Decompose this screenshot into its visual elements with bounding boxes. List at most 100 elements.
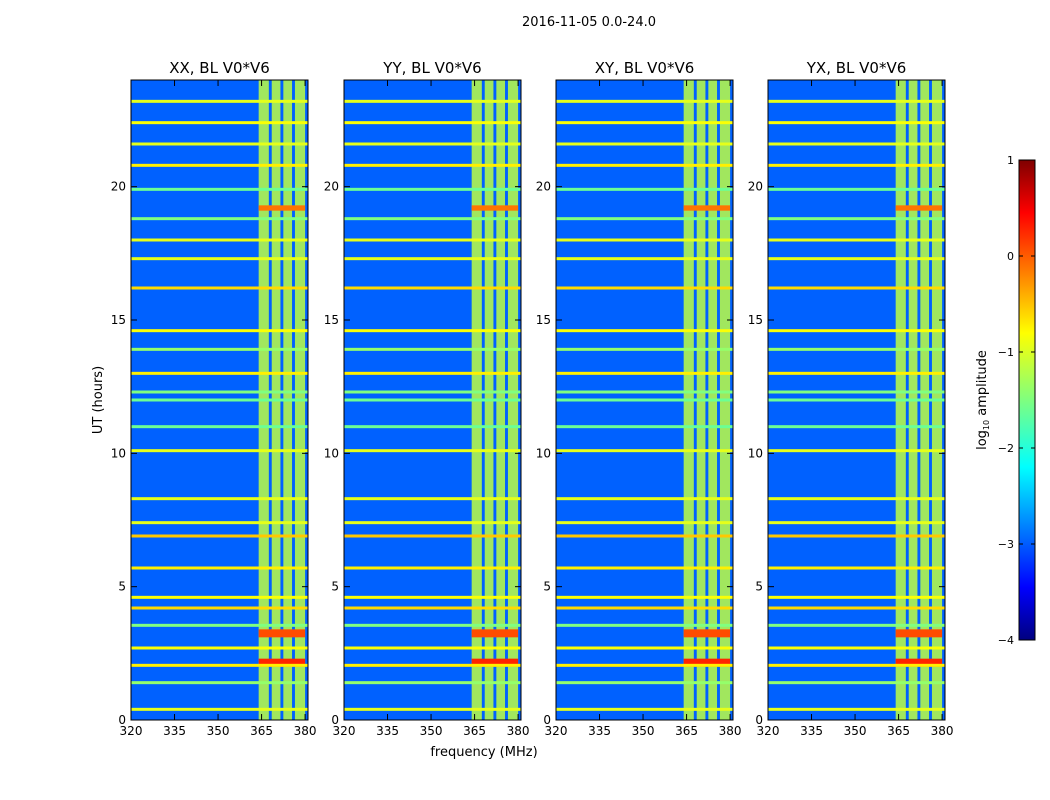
y-tick-label: 10 [536,446,551,460]
colorbar-label-tail: amplitude [975,350,990,420]
hot-spot [683,658,731,667]
y-tick-label: 20 [536,180,551,194]
rfi-time-line [556,566,733,570]
rfi-time-line [131,99,308,103]
colorbar-label-main: log [975,430,990,450]
rfi-time-line [556,681,733,685]
rfi-time-line [131,425,308,429]
colorbar-tick-label: −2 [998,442,1014,455]
rfi-time-line [768,329,945,333]
rfi-time-line [344,187,521,191]
hot-spot [258,629,306,638]
rfi-time-line [768,663,945,667]
x-tick-label: 335 [800,724,823,738]
x-tick-label: 365 [463,724,486,738]
y-tick-label: 0 [755,713,763,727]
rfi-time-line [344,497,521,501]
colorbar-label-sub: 10 [982,420,991,430]
rfi-time-line [556,371,733,375]
rfi-time-line [768,99,945,103]
colorbar: 10−1−2−3−4 log10 amplitude [975,154,1036,647]
rfi-time-line [768,238,945,242]
rfi-time-line [131,257,308,261]
rfi-time-line [131,566,308,570]
rfi-time-line [768,390,945,394]
rfi-time-line [344,163,521,167]
y-tick-label: 15 [536,313,551,327]
rfi-time-line [344,681,521,685]
rfi-time-line [556,449,733,453]
rfi-time-line [768,217,945,221]
x-tick-label: 335 [163,724,186,738]
rfi-time-line [344,390,521,394]
hot-spot [683,629,731,638]
rfi-time-line [131,681,308,685]
rfi-time-line [131,449,308,453]
y-tick-label: 20 [111,180,126,194]
y-tick-label: 15 [111,313,126,327]
panel-frame [555,79,734,721]
rfi-time-line [556,99,733,103]
rfi-time-line [768,595,945,599]
rfi-time-line [556,286,733,290]
rfi-time-line [131,286,308,290]
rfi-time-line [768,347,945,351]
panel-1: XX, BL V0*V6 320 335 350 365 380 0 5 10 15 20 [111,59,317,738]
rfi-time-line [556,595,733,599]
hot-spot [895,629,943,638]
rfi-time-line [131,329,308,333]
x-tick-label: 350 [207,724,230,738]
rfi-time-line [131,398,308,402]
rfi-time-line [131,623,308,627]
rfi-time-line [556,257,733,261]
rfi-time-line [768,566,945,570]
rfi-time-line [131,371,308,375]
figure-title: 2016-11-05 0.0-24.0 [522,15,656,30]
colorbar-tick-label: 0 [1007,250,1014,263]
rfi-time-line [768,646,945,650]
rfi-time-line [768,449,945,453]
rfi-time-line [131,663,308,667]
panel-heatmap [131,80,308,720]
rfi-time-line [768,398,945,402]
rfi-time-line [556,534,733,538]
panel-heatmap [768,80,945,720]
panel-heatmap [556,80,733,720]
rfi-time-line [344,521,521,525]
rfi-time-line [344,623,521,627]
rfi-time-line [768,497,945,501]
rfi-time-line [768,163,945,167]
rfi-time-line [344,566,521,570]
rfi-time-line [131,606,308,610]
colorbar-tick-label: −4 [998,634,1014,647]
y-tick-label: 20 [324,180,339,194]
rfi-time-line [768,121,945,125]
rfi-time-line [344,449,521,453]
rfi-time-line [344,606,521,610]
y-tick-label: 0 [331,713,339,727]
rfi-time-line [131,390,308,394]
y-tick-label: 10 [748,446,763,460]
rfi-time-line [768,371,945,375]
rfi-time-line [344,646,521,650]
rfi-time-line [556,390,733,394]
x-tick-label: 380 [931,724,954,738]
rfi-time-line [131,238,308,242]
y-tick-label: 0 [543,713,551,727]
panel-title: YX, BL V0*V6 [806,59,907,77]
rfi-time-line [768,681,945,685]
hot-spot [895,658,943,667]
panel-title: XY, BL V0*V6 [595,59,695,77]
rfi-time-line [768,425,945,429]
hot-spot [683,205,731,211]
rfi-time-line [556,163,733,167]
rfi-time-line [344,257,521,261]
rfi-time-line [131,595,308,599]
rfi-time-line [768,707,945,711]
rfi-time-line [344,663,521,667]
rfi-time-line [344,217,521,221]
x-tick-label: 365 [250,724,273,738]
rfi-time-line [556,347,733,351]
